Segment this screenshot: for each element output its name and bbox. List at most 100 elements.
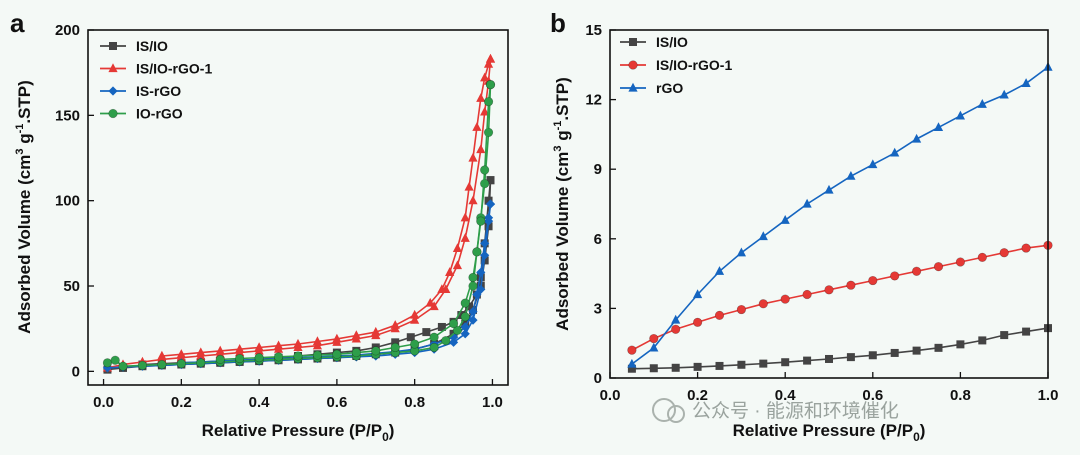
watermark: 公众号 · 能源和环境催化 [652, 398, 899, 423]
data-point-is-io [671, 363, 680, 372]
data-point-is-io-rgo-1 [1021, 243, 1031, 253]
y-tick-label: 9 [594, 161, 602, 178]
data-point-is-io [627, 364, 636, 373]
series-line-is-rgo-desorption [181, 203, 492, 364]
data-point-io-rgo [429, 332, 439, 342]
data-point-is-io-rgo-1 [483, 58, 494, 68]
legend-label: IS/IO-rGO-1 [656, 57, 732, 73]
data-point-is-io-rgo-1 [692, 317, 703, 327]
data-point-io-rgo [429, 342, 439, 353]
data-point-io-rgo [410, 339, 420, 349]
data-point-is-io-rgo-1 [410, 314, 420, 324]
data-point-is-rgo [448, 337, 459, 347]
data-point-is-io [759, 359, 768, 368]
x-tick-label: 1.0 [1038, 387, 1059, 404]
y-tick-label: 6 [594, 231, 602, 248]
data-point-is-io-rgo-1 [824, 285, 834, 295]
data-point-rgo [1021, 78, 1031, 87]
y-tick-label: 150 [55, 107, 80, 124]
data-point-is-io [465, 302, 474, 311]
data-point-is-io [406, 333, 415, 342]
x-tick-label: 0.2 [171, 394, 192, 411]
panel-b-y-axis-title: Adsorbed Volume (cm3 g-1.STP) [552, 77, 572, 331]
data-point-rgo [780, 215, 790, 224]
data-point-is-io-rgo-1 [476, 93, 486, 102]
data-point-is-io [486, 176, 495, 185]
data-point-rgo [671, 314, 681, 324]
x-tick-label: 0.6 [862, 387, 883, 404]
data-point-io-rgo [312, 350, 323, 360]
data-point-is-io-rgo-1 [890, 271, 900, 281]
data-point-is-io-rgo-1 [480, 106, 490, 116]
data-point-is-io-rgo-1 [671, 324, 681, 334]
data-point-is-io [391, 338, 400, 347]
data-point-is-io-rgo-1 [485, 53, 496, 63]
data-point-is-io-rgo-1 [273, 340, 284, 350]
data-point-io-rgo [468, 272, 478, 283]
data-point-rgo [649, 342, 659, 352]
data-point-is-io-rgo-1 [758, 299, 768, 309]
data-point-is-io-rgo-1 [452, 260, 463, 270]
data-point-io-rgo [254, 353, 264, 363]
data-point-io-rgo [332, 349, 342, 359]
data-point-is-rgo [460, 322, 470, 332]
data-point-rgo [758, 231, 768, 241]
data-point-io-rgo [371, 346, 381, 356]
x-tick-label: 0.0 [600, 387, 621, 404]
data-point-is-io [422, 328, 431, 337]
data-point-is-io-rgo-1 [157, 350, 167, 360]
data-point-rgo [714, 266, 725, 275]
data-point-is-io [890, 348, 899, 357]
data-point-is-io-rgo-1 [293, 338, 303, 348]
panel-b-x-axis-title: Relative Pressure (P/P0) [733, 421, 926, 444]
data-point-is-io-rgo-1 [410, 309, 420, 319]
data-point-io-rgo [235, 353, 245, 364]
panel-b-plot-frame [609, 29, 1049, 379]
data-point-rgo [627, 358, 637, 368]
y-tick-label: 100 [55, 193, 80, 210]
data-point-is-io [693, 362, 702, 371]
data-point-is-io-rgo-1 [933, 262, 944, 272]
data-point-is-io-rgo-1 [425, 297, 435, 307]
data-point-rgo [802, 198, 812, 208]
data-point-is-io-rgo-1 [235, 343, 245, 353]
data-point-is-io-rgo-1 [911, 266, 922, 276]
data-point-rgo [955, 110, 965, 120]
data-point-is-io [803, 356, 812, 365]
data-point-is-io-rgo-1 [802, 289, 812, 300]
panel-a-y-axis-title: Adsorbed Volume (cm3 g-1.STP) [14, 80, 34, 334]
x-tick-label: 0.4 [249, 394, 271, 411]
data-point-is-io-rgo-1 [736, 304, 747, 315]
legend-label: IS/IO [136, 38, 168, 54]
x-tick-label: 0.6 [326, 394, 347, 411]
data-point-is-io-rgo-1 [452, 243, 463, 253]
data-point-io-rgo [483, 127, 494, 138]
data-point-is-io [934, 343, 943, 352]
data-point-is-io-rgo-1 [254, 342, 264, 352]
series-line-io-rgo-adsorption [107, 84, 492, 368]
data-point-io-rgo [110, 355, 120, 365]
y-tick-label: 3 [594, 300, 602, 317]
data-point-is-io-rgo-1 [714, 310, 725, 320]
data-point-is-io [912, 346, 921, 355]
wechat-icon [652, 398, 676, 422]
data-point-is-io-rgo-1 [176, 349, 186, 358]
data-point-is-io [956, 340, 965, 349]
data-point-is-rgo [480, 238, 490, 248]
data-point-is-io-rgo-1 [371, 326, 381, 336]
data-point-io-rgo [137, 360, 148, 370]
legend-label: rGO [656, 80, 683, 96]
data-point-is-rgo [468, 307, 478, 317]
data-point-is-io [868, 351, 877, 360]
data-point-is-io-rgo-1 [472, 122, 482, 131]
series-line-is-io-curve [631, 327, 1049, 370]
legend-label: IO-rGO [136, 106, 183, 122]
data-point-is-io-rgo-1 [868, 275, 878, 286]
data-point-is-io-rgo-1 [312, 336, 323, 346]
data-point-rgo [933, 122, 944, 132]
data-point-is-io [649, 364, 658, 373]
data-point-is-io-rgo-1 [460, 212, 470, 222]
panel-a-plot-frame [87, 29, 509, 386]
